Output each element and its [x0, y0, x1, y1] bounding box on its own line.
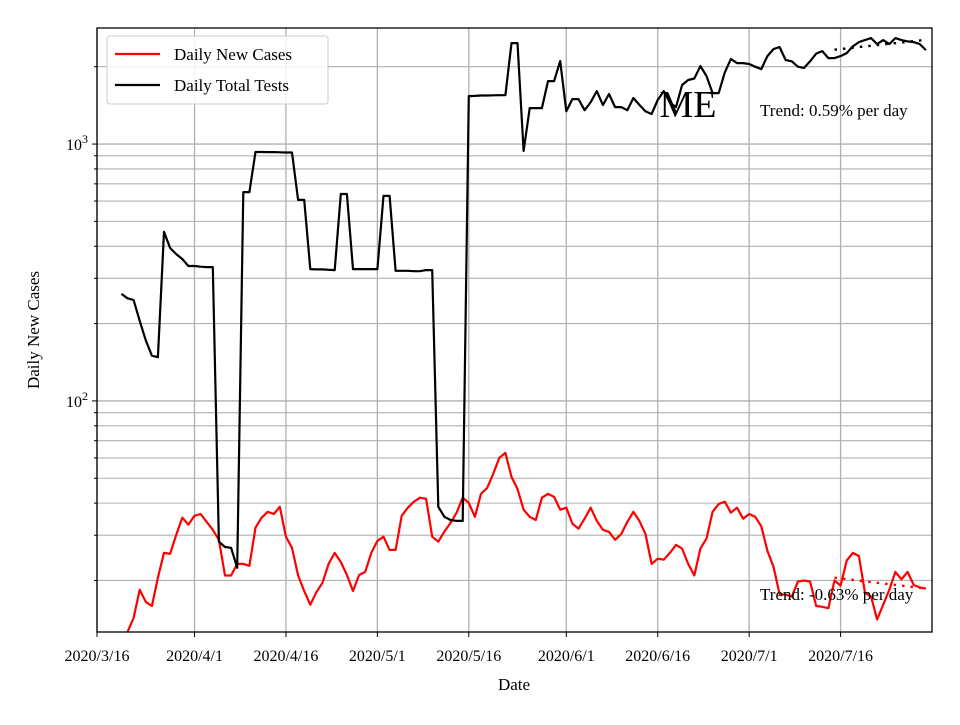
x-tick-label: 2020/7/16 — [808, 648, 873, 665]
trend-label: Trend: -0.63% per day — [760, 585, 914, 604]
x-tick-label: 2020/4/1 — [166, 648, 223, 665]
x-tick-label: 2020/6/1 — [538, 648, 595, 665]
y-tick-label: 103 — [66, 132, 88, 154]
series-line-cases — [126, 451, 927, 633]
legend-label-tests: Daily Total Tests — [174, 76, 289, 95]
annotation-me: ME — [660, 84, 717, 126]
x-tick-label: 2020/5/16 — [436, 648, 501, 665]
trend-label: Trend: 0.59% per day — [760, 101, 908, 120]
trend-line — [834, 38, 927, 51]
x-tick-label: 2020/7/1 — [721, 648, 778, 665]
x-tick-label: 2020/6/16 — [625, 648, 690, 665]
y-axis-label: Daily New Cases — [24, 271, 43, 389]
x-axis-ticks: 2020/3/16 2020/4/1 2020/4/16 2020/5/1 2020/5… — [65, 632, 873, 665]
plot-frame — [96, 27, 933, 633]
x-tick-label: 2020/4/16 — [253, 648, 318, 665]
legend-box — [106, 35, 329, 105]
x-axis-label: Date — [498, 675, 530, 694]
y-axis-ticks: 102 103 — [66, 66, 97, 581]
x-tick-label: 2020/3/16 — [65, 648, 130, 665]
legend: Daily New Cases Daily Total Tests — [106, 35, 329, 105]
legend-label-cases: Daily New Cases — [174, 45, 292, 64]
grid — [96, 28, 932, 632]
series-lines — [120, 37, 927, 633]
series-line-tests — [120, 37, 927, 569]
trend-labels: Trend: 0.59% per day Trend: -0.63% per da… — [760, 101, 914, 604]
y-tick-label: 102 — [66, 389, 88, 411]
x-tick-label: 2020/5/1 — [349, 648, 406, 665]
trend-line — [834, 576, 927, 590]
